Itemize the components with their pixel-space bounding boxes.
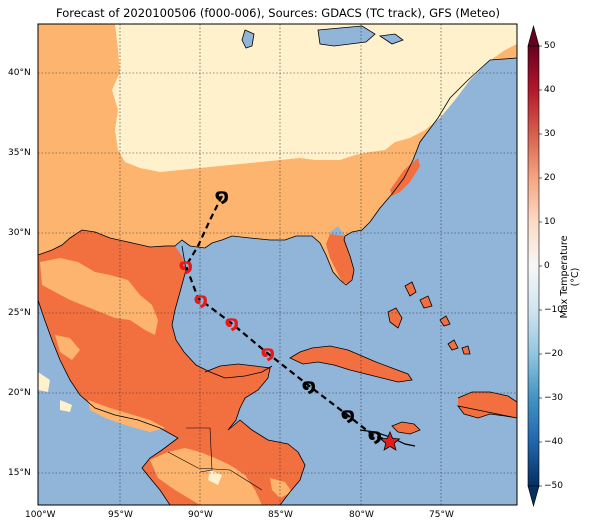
colorbar-tick-label: 10: [544, 217, 556, 227]
cuba: [290, 346, 412, 382]
hurricane-symbol-red: ໑: [261, 343, 275, 364]
lat-label: 30°N: [8, 228, 31, 238]
hurricane-symbol-red: ໑: [194, 290, 208, 311]
colorbar-bottom-extend: [527, 485, 540, 508]
colorbar-tick-label: 20: [544, 173, 556, 183]
lat-label: 40°N: [8, 68, 31, 78]
colorbar-tick-label: −10: [544, 305, 563, 315]
cool-region: [112, 24, 517, 172]
lat-label: 35°N: [8, 148, 31, 158]
hurricane-symbol-black: ໑: [215, 186, 229, 207]
lon-label: 85°W: [268, 510, 293, 520]
jamaica: [392, 422, 420, 434]
lon-label: 75°W: [429, 510, 454, 520]
colorbar-tick-label: −20: [544, 349, 563, 359]
lat-label: 15°N: [8, 468, 31, 478]
hurricane-symbol-black: ໑: [341, 405, 355, 426]
colorbar-top-extend: [527, 24, 540, 47]
map-title: Forecast of 2020100506 (f000-006), Sourc…: [56, 6, 500, 20]
colorbar-tick-label: −40: [544, 437, 563, 447]
colorbar: [527, 45, 540, 487]
colorbar-tick-label: −50: [544, 481, 563, 491]
colorbar-tick-label: −30: [544, 393, 563, 403]
hurricane-symbol-red: ໑: [225, 313, 239, 334]
lon-label: 90°W: [188, 510, 213, 520]
hurricane-symbols: ໑ ໑ ໑ ໑ ໑ ໑ ໑ ໑: [179, 186, 382, 447]
hurricane-symbol-red: ໑: [179, 256, 193, 277]
lon-label: 95°W: [108, 510, 133, 520]
current-position-star: [379, 430, 401, 451]
graticule: [38, 24, 517, 505]
lon-label: 80°W: [349, 510, 374, 520]
colorbar-tick-label: 40: [544, 85, 556, 95]
lat-label: 25°N: [8, 308, 31, 318]
hurricane-symbol-black: ໑: [368, 426, 382, 447]
hurricane-symbol-black: ໑: [302, 376, 316, 397]
colorbar-tick-label: 0: [544, 261, 550, 271]
storm-track-line: [184, 195, 391, 443]
lon-label: 100°W: [25, 510, 56, 520]
hispaniola: [458, 392, 517, 418]
lat-label: 20°N: [8, 388, 31, 398]
colorbar-title: Max Temperature (°C): [559, 235, 581, 319]
map-frame: [37, 23, 518, 506]
colorbar-tick-label: 30: [544, 129, 556, 139]
coastlines: [38, 25, 517, 505]
florida: [326, 234, 354, 284]
colorbar-tick-label: 50: [544, 41, 556, 51]
